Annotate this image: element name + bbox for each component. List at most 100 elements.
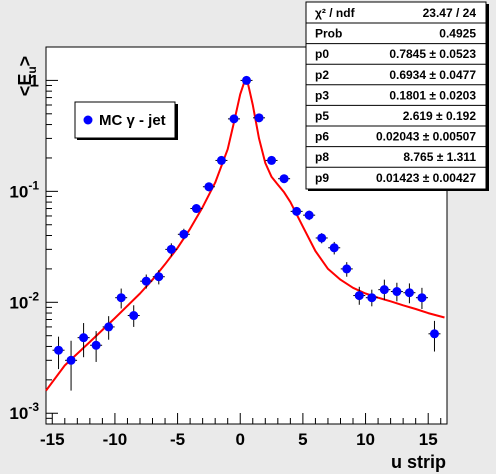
data-point xyxy=(202,182,215,192)
stats-label: p8 xyxy=(315,150,329,164)
data-marker xyxy=(342,264,352,274)
data-marker xyxy=(179,229,189,239)
data-point xyxy=(365,289,378,307)
x-tick-label: -15 xyxy=(40,430,65,449)
y-tick-label: 10-2 xyxy=(9,289,39,312)
data-marker xyxy=(367,293,377,303)
data-point xyxy=(115,288,128,309)
data-point xyxy=(152,270,165,285)
y-tick-label: 10-3 xyxy=(9,400,39,423)
stats-label: p3 xyxy=(315,88,329,102)
data-point xyxy=(403,283,416,304)
y-tick-base: 10 xyxy=(9,182,28,201)
data-marker xyxy=(429,329,439,339)
data-marker xyxy=(154,272,164,282)
data-marker xyxy=(417,293,427,303)
data-marker xyxy=(54,345,64,355)
y-axis-title-main: <E xyxy=(15,74,35,97)
stats-label: p5 xyxy=(315,109,329,123)
data-marker xyxy=(404,288,414,298)
data-marker xyxy=(329,243,339,253)
stats-value: 0.02043 ± 0.00507 xyxy=(376,130,476,144)
data-point xyxy=(227,114,240,124)
stats-label: χ² / ndf xyxy=(315,6,356,20)
x-tick-label: 0 xyxy=(236,430,245,449)
legend-label: MC γ - jet xyxy=(99,112,166,129)
data-marker xyxy=(204,182,214,192)
data-marker xyxy=(304,210,314,220)
stats-box-bg xyxy=(305,1,487,190)
data-marker xyxy=(66,355,76,365)
stats-label: p6 xyxy=(315,130,329,144)
stats-label: p2 xyxy=(315,68,329,82)
stats-label: p0 xyxy=(315,47,329,61)
y-tick-base: 10 xyxy=(9,293,28,312)
data-point xyxy=(190,204,203,214)
y-axis-title-end: > xyxy=(15,56,35,67)
data-point xyxy=(340,262,353,277)
y-tick-label: 10-1 xyxy=(9,178,39,201)
data-point xyxy=(90,331,103,362)
data-marker xyxy=(91,340,101,350)
data-point xyxy=(165,243,178,257)
data-marker xyxy=(166,244,176,254)
data-marker xyxy=(191,204,201,214)
data-marker xyxy=(379,285,389,295)
data-marker xyxy=(216,155,226,165)
data-point xyxy=(428,320,441,352)
x-axis-title: u strip xyxy=(391,452,446,472)
legend-marker xyxy=(83,115,93,125)
stats-value: 0.01423 ± 0.00427 xyxy=(376,171,476,185)
data-point xyxy=(328,241,341,255)
data-marker xyxy=(79,333,89,343)
data-marker xyxy=(116,293,126,303)
y-tick-exponent: -1 xyxy=(28,178,39,192)
stats-value: 0.7845 ± 0.0523 xyxy=(389,47,476,61)
data-point xyxy=(177,228,190,240)
data-point xyxy=(378,279,391,300)
y-tick-base: 10 xyxy=(9,404,28,423)
data-marker xyxy=(254,113,264,123)
data-point xyxy=(240,75,253,85)
data-marker xyxy=(267,155,277,165)
points-layer xyxy=(52,75,441,391)
y-tick-exponent: -3 xyxy=(28,400,39,414)
data-point xyxy=(102,316,115,340)
data-point xyxy=(140,274,153,289)
x-tick-label: -10 xyxy=(103,430,128,449)
y-tick-exponent: -2 xyxy=(28,289,39,303)
stats-value: 0.6934 ± 0.0477 xyxy=(389,68,476,82)
data-point xyxy=(290,206,303,216)
data-point xyxy=(415,287,428,310)
stats-box-shadow xyxy=(486,4,489,191)
data-point xyxy=(265,155,278,165)
y-axis-title-sub: u xyxy=(25,66,39,73)
legend-shadow-bottom xyxy=(77,138,178,140)
data-marker xyxy=(392,287,402,297)
data-marker xyxy=(354,291,364,301)
x-tick-label: 5 xyxy=(298,430,307,449)
data-point xyxy=(52,336,65,370)
x-tick-label: 15 xyxy=(419,430,438,449)
stats-rows: χ² / ndf 23.47 / 24 Prob 0.4925 p0 0.7845 ± 0… xyxy=(306,6,486,185)
y-tick-label: 1 xyxy=(30,71,39,90)
data-marker xyxy=(229,114,239,124)
legend-shadow xyxy=(175,104,178,140)
data-marker xyxy=(242,75,251,85)
data-marker xyxy=(129,311,139,321)
stats-value: 0.1801 ± 0.0203 xyxy=(389,88,476,102)
data-marker xyxy=(104,322,114,332)
x-tick-label: 10 xyxy=(356,430,375,449)
legend: MC γ - jet xyxy=(74,101,178,140)
data-marker xyxy=(279,174,289,184)
y-axis-title: <Eu> xyxy=(15,56,39,96)
data-point xyxy=(390,282,403,302)
stats-label: p9 xyxy=(315,171,329,185)
stats-value: 8.765 ± 1.311 xyxy=(403,150,476,164)
data-point xyxy=(215,155,228,165)
stats-box-shadow-bottom xyxy=(308,189,489,191)
data-point xyxy=(77,323,90,358)
